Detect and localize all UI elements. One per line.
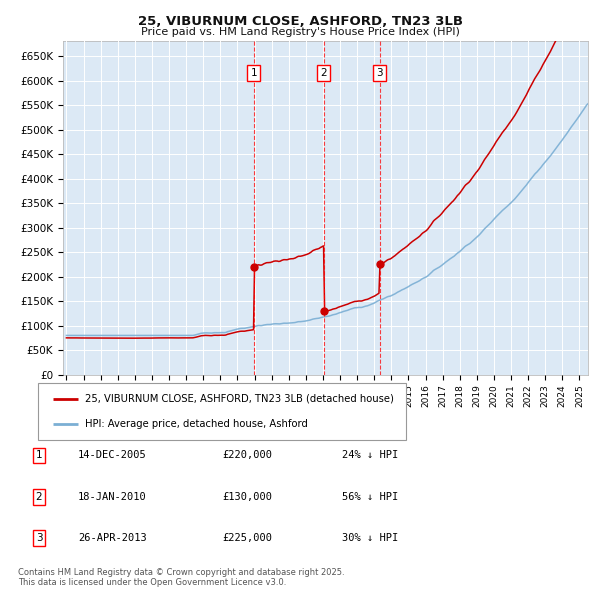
Text: HPI: Average price, detached house, Ashford: HPI: Average price, detached house, Ashf…	[85, 419, 308, 429]
FancyBboxPatch shape	[38, 383, 406, 440]
Text: 2: 2	[320, 68, 327, 78]
Text: Price paid vs. HM Land Registry's House Price Index (HPI): Price paid vs. HM Land Registry's House …	[140, 27, 460, 37]
Text: 26-APR-2013: 26-APR-2013	[78, 533, 147, 543]
Text: £220,000: £220,000	[222, 451, 272, 460]
Text: 25, VIBURNUM CLOSE, ASHFORD, TN23 3LB: 25, VIBURNUM CLOSE, ASHFORD, TN23 3LB	[137, 15, 463, 28]
Text: 1: 1	[250, 68, 257, 78]
Text: 2: 2	[35, 492, 43, 502]
Text: £130,000: £130,000	[222, 492, 272, 502]
Text: 56% ↓ HPI: 56% ↓ HPI	[342, 492, 398, 502]
Text: 30% ↓ HPI: 30% ↓ HPI	[342, 533, 398, 543]
Text: 3: 3	[35, 533, 43, 543]
Text: £225,000: £225,000	[222, 533, 272, 543]
Text: 24% ↓ HPI: 24% ↓ HPI	[342, 451, 398, 460]
Text: 18-JAN-2010: 18-JAN-2010	[78, 492, 147, 502]
Text: 3: 3	[376, 68, 383, 78]
Text: Contains HM Land Registry data © Crown copyright and database right 2025.
This d: Contains HM Land Registry data © Crown c…	[18, 568, 344, 587]
Text: 25, VIBURNUM CLOSE, ASHFORD, TN23 3LB (detached house): 25, VIBURNUM CLOSE, ASHFORD, TN23 3LB (d…	[85, 394, 394, 404]
Text: 14-DEC-2005: 14-DEC-2005	[78, 451, 147, 460]
Text: 1: 1	[35, 451, 43, 460]
